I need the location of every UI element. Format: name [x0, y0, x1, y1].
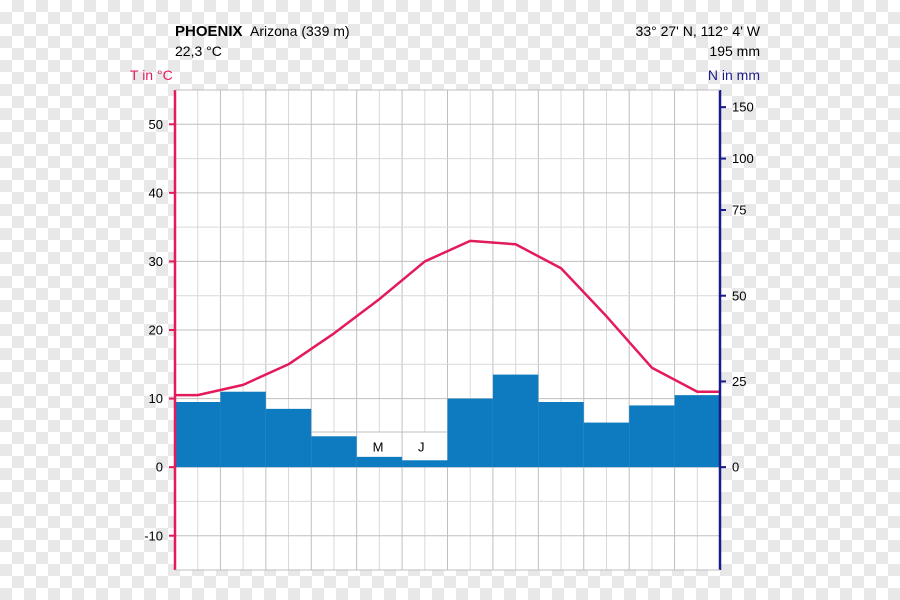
left-axis-label: T in °C — [130, 67, 173, 83]
right-tick-label: 0 — [732, 460, 739, 475]
right-tick-label: 150 — [732, 100, 754, 115]
left-tick-label: 40 — [149, 185, 163, 200]
precip-bar — [266, 409, 311, 467]
precip-bar — [538, 402, 583, 467]
right-tick-label: 50 — [732, 288, 746, 303]
precip-bar — [448, 399, 493, 468]
right-tick-label: 75 — [732, 203, 746, 218]
right-axis-label: N in mm — [708, 67, 760, 83]
precip-bar — [675, 395, 720, 467]
left-tick-label: -10 — [144, 528, 163, 543]
header-mean-temp: 22,3 °C — [175, 43, 222, 59]
header-city: PHOENIX — [175, 23, 243, 40]
right-tick-label: 25 — [732, 374, 746, 389]
precip-bar — [220, 392, 265, 467]
precip-bar — [311, 436, 356, 467]
precip-bar — [584, 423, 629, 468]
chart-container: { "header": { "city": "PHOENIX", "region… — [0, 0, 900, 600]
header-annual-precip: 195 mm — [709, 43, 760, 59]
precip-bar — [357, 457, 402, 467]
left-tick-label: 20 — [149, 323, 163, 338]
month-label: J — [418, 440, 425, 455]
left-tick-label: 0 — [156, 460, 163, 475]
precip-bar — [493, 375, 538, 468]
precip-bar — [175, 402, 220, 467]
precip-bar — [629, 405, 674, 467]
month-label: M — [373, 440, 384, 455]
header-latlon: 33° 27' N, 112° 4' W — [636, 23, 761, 39]
right-tick-label: 100 — [732, 151, 754, 166]
left-tick-label: 10 — [149, 391, 163, 406]
climate-chart-svg: JFMAMJJASOND-10010203040500255075100150P… — [0, 0, 900, 600]
precip-bar — [402, 460, 447, 467]
left-tick-label: 30 — [149, 254, 163, 269]
left-tick-label: 50 — [149, 117, 163, 132]
header-region: Arizona (339 m) — [250, 23, 350, 39]
